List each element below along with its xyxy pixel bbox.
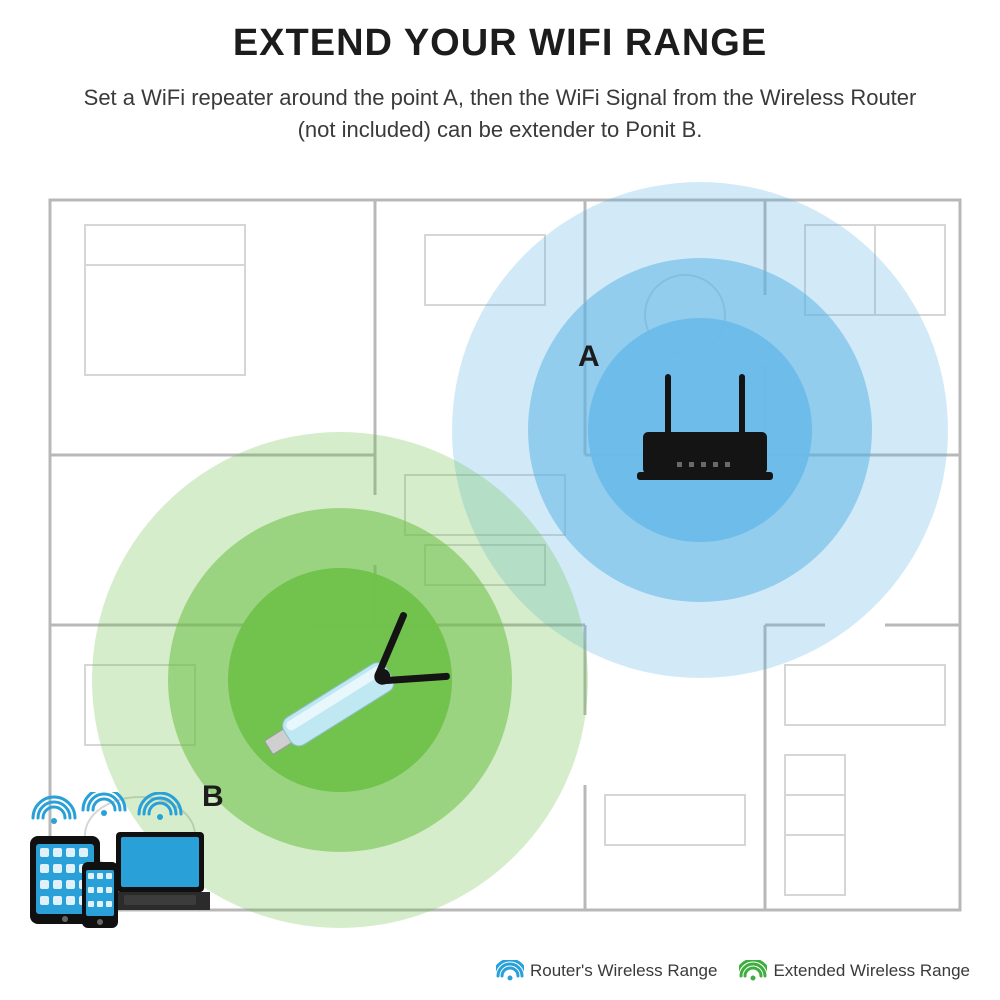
router-icon (625, 370, 785, 490)
page-title: EXTEND YOUR WIFI RANGE (0, 22, 1000, 65)
wifi-icon (496, 960, 524, 982)
page-subtitle: Set a WiFi repeater around the point A, … (0, 82, 1000, 146)
wifi-icon (739, 960, 767, 982)
repeater-icon (240, 600, 450, 780)
subtitle-line2: (not included) can be extender to Ponit … (298, 117, 703, 142)
legend: Router's Wireless Range Extended Wireles… (496, 960, 970, 982)
legend-extended-label: Extended Wireless Range (773, 961, 970, 981)
legend-router-label: Router's Wireless Range (530, 961, 717, 981)
point-a-label: A (578, 340, 600, 374)
subtitle-line1: Set a WiFi repeater around the point A, … (84, 85, 917, 110)
legend-router-range: Router's Wireless Range (496, 960, 717, 982)
devices-cluster-icon (20, 792, 210, 932)
legend-extended-range: Extended Wireless Range (739, 960, 970, 982)
